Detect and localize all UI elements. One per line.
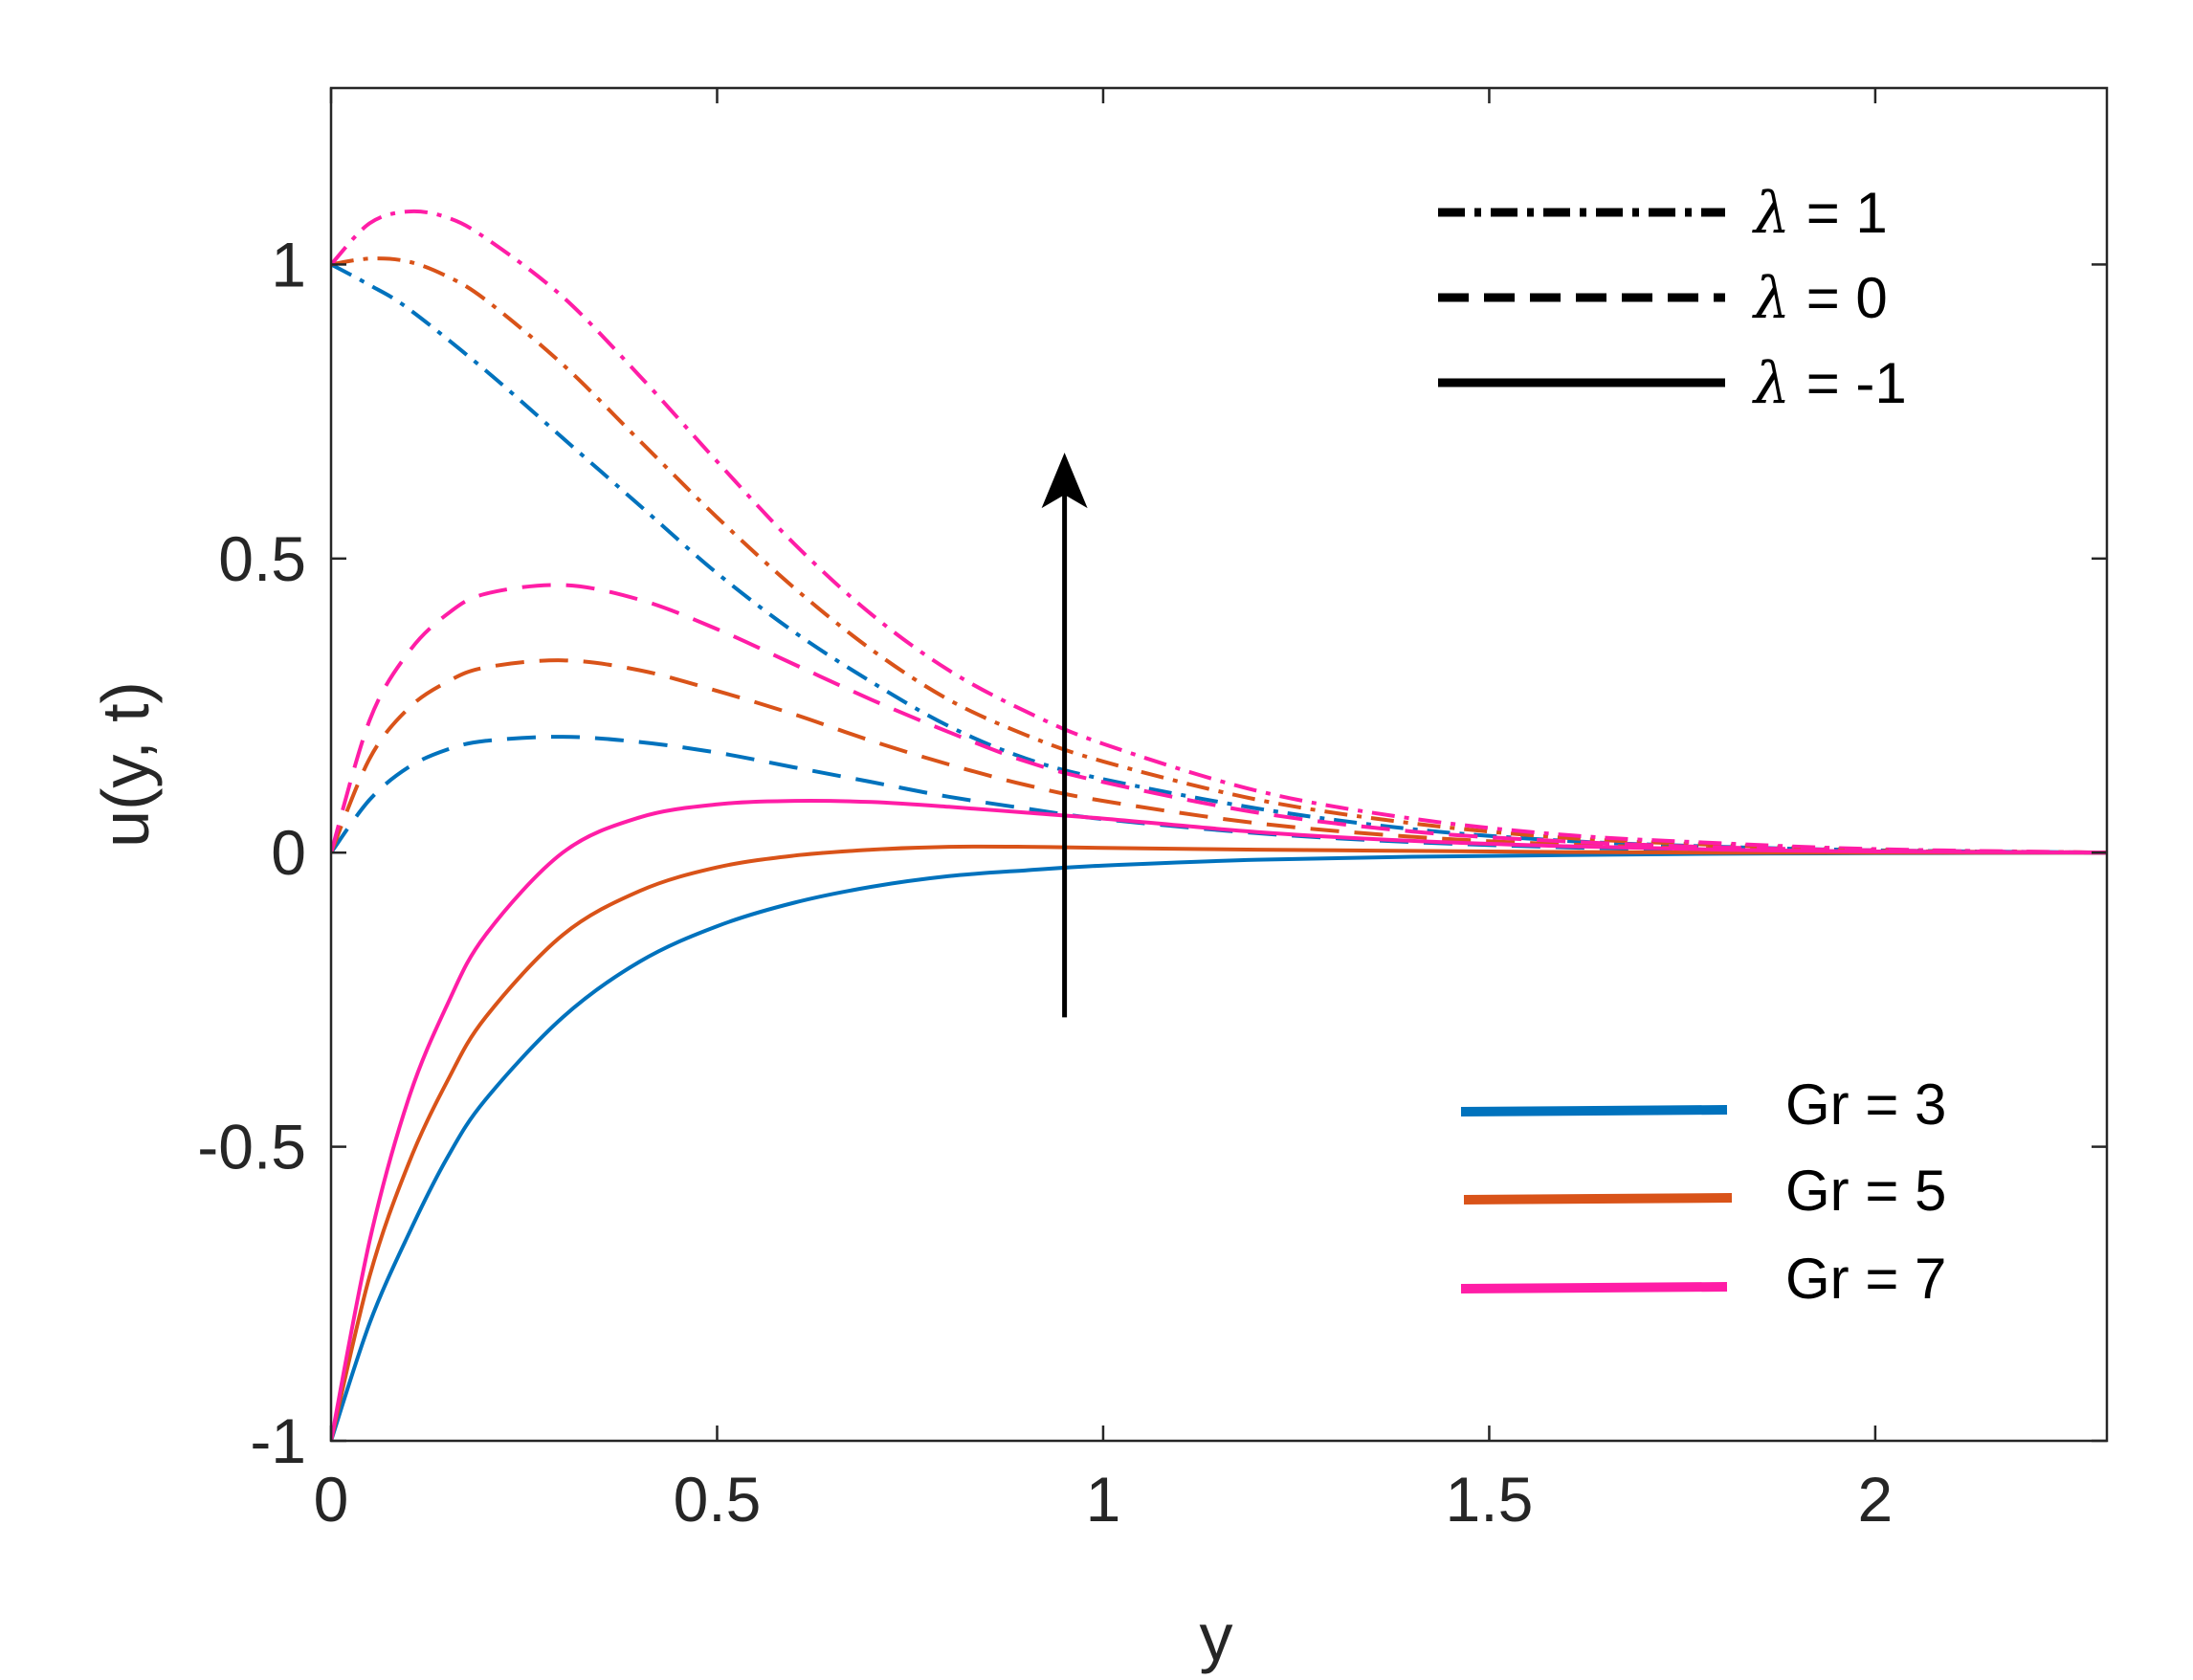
y-tick-label: -1	[250, 1405, 306, 1476]
series-gr5-lambda-neg1	[331, 844, 2107, 1441]
x-tick-label: 0	[314, 1464, 349, 1535]
y-axis-label: u(y, t)	[88, 681, 163, 848]
legend-gr: Gr = 3 Gr = 5 Gr = 7	[1460, 1072, 1946, 1311]
legend-lambda-1-label: λ = 1	[1752, 180, 1888, 247]
legend-gr-3-label: Gr = 3	[1785, 1072, 1946, 1137]
x-tick-label: 0.5	[674, 1464, 762, 1535]
legend-gr-5-label: Gr = 5	[1785, 1159, 1946, 1223]
legend-gr-5-line	[1463, 1193, 1733, 1205]
legend-gr-3-line	[1460, 1105, 1728, 1116]
arrow-head	[1041, 453, 1088, 509]
x-tick-labels: 0 0.5 1 1.5 2	[314, 1464, 1894, 1535]
x-axis-label: y	[1200, 1600, 1233, 1674]
series-layer	[331, 209, 2107, 1441]
legend-lambda-0-label: λ = 0	[1752, 265, 1888, 332]
legend-lambda-neg1-label: λ = -1	[1752, 350, 1907, 417]
series-gr5-lambda-1	[331, 256, 2107, 855]
y-tick-label: 0.5	[218, 523, 306, 594]
tick-layer	[329, 88, 2107, 1443]
x-tick-label: 2	[1858, 1464, 1894, 1535]
y-tick-label: 1	[271, 229, 306, 299]
y-tick-labels: -1 -0.5 0 0.5 1	[197, 229, 306, 1476]
series-gr7-lambda-1	[331, 209, 2107, 855]
increase-arrow	[1041, 453, 1088, 1018]
plot-frame	[329, 86, 2109, 1443]
series-gr3-lambda-0	[331, 735, 2107, 855]
series-gr7-lambda-neg1	[331, 798, 2107, 1441]
x-tick-label: 1	[1086, 1464, 1121, 1535]
x-tick-label: 1.5	[1446, 1464, 1534, 1535]
legend-gr-7-line	[1460, 1282, 1728, 1293]
y-tick-label: -0.5	[197, 1112, 306, 1183]
legend-gr-7-label: Gr = 7	[1785, 1247, 1946, 1311]
series-gr7-lambda-0	[331, 583, 2107, 855]
y-tick-label: 0	[271, 817, 306, 888]
legend-lambda: λ = 1 λ = 0 λ = -1	[1438, 180, 1907, 417]
